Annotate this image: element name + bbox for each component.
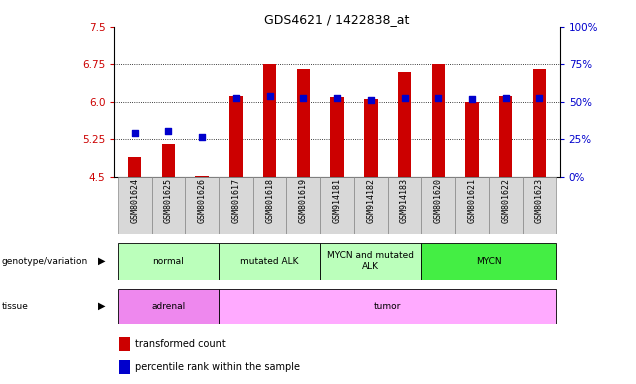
Text: genotype/variation: genotype/variation	[2, 257, 88, 266]
Bar	[219, 243, 320, 280]
Title: GDS4621 / 1422838_at: GDS4621 / 1422838_at	[265, 13, 410, 26]
Text: tumor: tumor	[374, 302, 401, 311]
Point	[501, 95, 511, 101]
Point	[197, 134, 207, 140]
Bar	[320, 177, 354, 234]
Text: GSM801620: GSM801620	[434, 178, 443, 223]
Bar	[523, 177, 556, 234]
Bar	[330, 97, 344, 177]
Point	[163, 127, 174, 134]
Bar	[354, 177, 388, 234]
Bar	[195, 176, 209, 177]
Point	[265, 93, 275, 99]
Text: transformed count: transformed count	[135, 339, 225, 349]
Bar	[219, 177, 252, 234]
Bar	[128, 157, 141, 177]
Text: GSM801622: GSM801622	[501, 178, 510, 223]
Bar	[364, 99, 378, 177]
Bar	[219, 289, 556, 324]
Text: ▶: ▶	[98, 301, 106, 311]
Text: tissue: tissue	[2, 302, 29, 311]
Bar	[118, 289, 219, 324]
Bar	[533, 70, 546, 177]
Text: GSM801626: GSM801626	[198, 178, 207, 223]
Bar	[185, 177, 219, 234]
Text: GSM914182: GSM914182	[366, 178, 375, 223]
Text: adrenal: adrenal	[151, 302, 186, 311]
Bar	[489, 177, 523, 234]
Point	[467, 96, 477, 103]
Bar	[119, 337, 130, 351]
Bar	[499, 96, 513, 177]
Point	[332, 95, 342, 101]
Bar	[422, 177, 455, 234]
Text: GSM801625: GSM801625	[164, 178, 173, 223]
Point	[130, 130, 140, 136]
Text: ▶: ▶	[98, 256, 106, 266]
Text: MYCN and mutated
ALK: MYCN and mutated ALK	[328, 252, 414, 271]
Point	[433, 95, 443, 101]
Text: percentile rank within the sample: percentile rank within the sample	[135, 362, 300, 372]
Text: normal: normal	[153, 257, 184, 266]
Bar	[466, 102, 479, 177]
Bar	[286, 177, 320, 234]
Point	[399, 95, 410, 101]
Point	[534, 95, 544, 101]
Bar	[118, 243, 219, 280]
Point	[298, 95, 308, 101]
Bar	[296, 70, 310, 177]
Bar	[320, 243, 422, 280]
Point	[366, 97, 376, 103]
Text: GSM801621: GSM801621	[467, 178, 476, 223]
Text: GSM801617: GSM801617	[232, 178, 240, 223]
Text: GSM914181: GSM914181	[333, 178, 342, 223]
Bar	[229, 96, 243, 177]
Bar	[118, 177, 151, 234]
Bar	[119, 360, 130, 374]
Text: MYCN: MYCN	[476, 257, 502, 266]
Bar	[162, 144, 175, 177]
Text: GSM801623: GSM801623	[535, 178, 544, 223]
Bar	[455, 177, 489, 234]
Bar	[388, 177, 422, 234]
Bar	[252, 177, 286, 234]
Text: GSM914183: GSM914183	[400, 178, 409, 223]
Bar	[422, 243, 556, 280]
Text: mutated ALK: mutated ALK	[240, 257, 299, 266]
Text: GSM801619: GSM801619	[299, 178, 308, 223]
Point	[231, 95, 241, 101]
Bar	[151, 177, 185, 234]
Bar	[398, 72, 411, 177]
Text: GSM801624: GSM801624	[130, 178, 139, 223]
Bar	[263, 64, 277, 177]
Text: GSM801618: GSM801618	[265, 178, 274, 223]
Bar	[431, 64, 445, 177]
